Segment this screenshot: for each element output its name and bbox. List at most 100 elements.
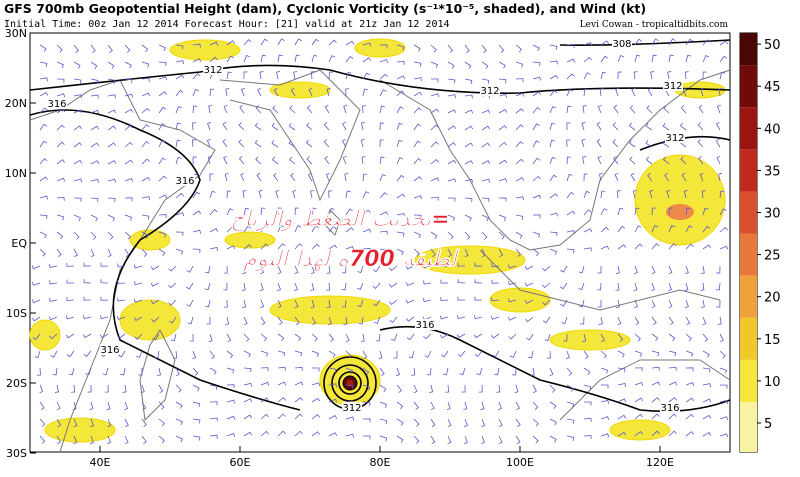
wind-barb	[243, 398, 253, 403]
wind-barb	[344, 173, 349, 182]
colorbar-segment	[740, 275, 757, 318]
wind-barb	[73, 214, 81, 222]
wind-barb	[528, 350, 534, 359]
wind-barb	[39, 44, 47, 52]
wind-barb	[358, 316, 364, 325]
wind-barb	[413, 248, 420, 257]
wind-barb	[474, 279, 483, 284]
wind-barb	[413, 435, 420, 444]
wind-barb	[600, 226, 609, 233]
wind-barb	[273, 173, 279, 182]
wind-barb	[360, 138, 365, 148]
wind-barb	[430, 231, 438, 240]
wind-barb	[141, 248, 148, 257]
wind-barb	[430, 158, 439, 165]
wind-barb	[373, 316, 381, 324]
wind-barb	[379, 139, 384, 148]
wind-barb	[150, 282, 160, 287]
title: GFS 700mb Geopotential Height (dam), Cyc…	[4, 1, 646, 16]
wind-barb	[260, 333, 267, 342]
wind-barb	[447, 44, 454, 53]
wind-barb	[515, 418, 521, 428]
wind-barb	[532, 214, 541, 219]
wind-barb	[447, 125, 457, 131]
wind-barb	[275, 189, 280, 199]
wind-barb	[158, 61, 167, 66]
wind-barb	[515, 177, 525, 182]
wind-barb	[124, 78, 133, 84]
wind-barb	[716, 299, 721, 308]
wind-barb	[597, 155, 602, 165]
wind-barb	[494, 367, 500, 376]
wind-barb	[617, 431, 627, 437]
lon-label: 120E	[646, 456, 674, 469]
wind-barb	[583, 209, 592, 216]
wind-barb	[107, 78, 116, 84]
wind-barb	[238, 156, 245, 165]
wind-barb	[292, 189, 297, 199]
wind-barb	[66, 350, 75, 358]
wind-barb	[345, 350, 352, 359]
wind-barb	[702, 398, 712, 403]
wind-barb	[151, 316, 160, 323]
wind-barb	[154, 350, 160, 359]
wind-barb	[379, 418, 388, 425]
wind-barb	[39, 214, 48, 220]
wind-barb	[169, 316, 177, 324]
wind-barb	[685, 350, 694, 357]
wind-barb	[141, 44, 149, 53]
wind-barb	[583, 384, 592, 391]
wind-barb	[361, 156, 366, 165]
wind-barb	[277, 265, 282, 275]
wind-barb	[481, 78, 490, 84]
wind-barb	[498, 78, 507, 84]
wind-barb	[90, 109, 100, 114]
wind-barb	[209, 173, 214, 182]
wind-barb	[362, 418, 371, 423]
wind-barb	[124, 159, 134, 165]
wind-barb	[124, 177, 134, 182]
wind-barb	[481, 125, 491, 131]
wind-barb	[277, 299, 282, 309]
wind-barb	[662, 156, 670, 165]
wind-barb	[345, 384, 354, 389]
wind-barb	[39, 140, 48, 148]
wind-barb	[241, 282, 246, 291]
wind-barb	[526, 333, 534, 341]
wind-barb	[141, 92, 151, 97]
wind-barb	[532, 418, 539, 427]
wind-barb	[107, 248, 112, 258]
wind-barb	[204, 282, 211, 291]
wind-barb	[549, 106, 557, 114]
wind-barb	[243, 39, 252, 46]
wind-barb	[323, 122, 330, 131]
wind-barb	[524, 282, 534, 287]
wind-barb	[478, 384, 483, 393]
wind-barb	[175, 122, 181, 131]
wind-barb	[481, 214, 489, 222]
wind-barb	[700, 299, 705, 308]
wind-barb	[192, 384, 200, 392]
wind-barb	[305, 139, 313, 148]
wind-barb	[615, 299, 620, 308]
wind-barb	[133, 316, 143, 322]
wind-barb	[515, 248, 522, 257]
wind-barb	[243, 316, 248, 326]
wind-barb	[254, 139, 262, 148]
wind-barb	[343, 316, 348, 325]
wind-barb	[566, 58, 576, 63]
wind-barb	[294, 381, 304, 386]
wind-barb	[396, 384, 403, 393]
wind-barb	[663, 105, 670, 114]
wind-barb	[242, 265, 247, 275]
wind-barb	[507, 316, 517, 321]
wind-barb	[685, 225, 693, 233]
wind-barb	[560, 265, 568, 273]
wind-barb	[141, 77, 150, 82]
wind-barb	[549, 44, 558, 50]
wind-barb	[413, 77, 422, 82]
wind-barb	[107, 44, 113, 53]
wind-barb	[379, 192, 388, 199]
wind-barb	[549, 435, 557, 443]
wind-barb	[328, 55, 336, 63]
